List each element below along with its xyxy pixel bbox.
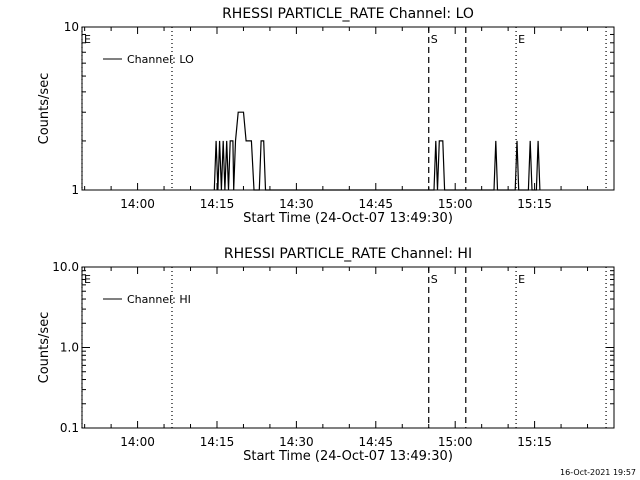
legend-label: Channel: LO xyxy=(127,53,194,66)
series-line xyxy=(213,111,541,191)
x-tick-label: 14:45 xyxy=(358,197,393,211)
x-axis-label: Start Time (24-Oct-07 13:49:30) xyxy=(243,211,453,226)
y-tick-label: 10 xyxy=(64,20,79,34)
x-tick-label: 14:45 xyxy=(358,435,393,449)
plot-frame xyxy=(81,266,615,429)
event-marker-label: E xyxy=(518,33,525,46)
x-tick-label: 14:15 xyxy=(200,435,235,449)
y-axis-label: Counts/sec xyxy=(37,312,52,384)
plot-frame xyxy=(81,26,615,191)
chart-title: RHESSI PARTICLE_RATE Channel: LO xyxy=(222,6,474,22)
x-tick-label: 14:00 xyxy=(120,197,155,211)
y-tick-label: 10.0 xyxy=(52,260,79,274)
event-marker-label: E xyxy=(84,33,91,46)
event-marker-label: S xyxy=(431,33,438,46)
x-axis-label: Start Time (24-Oct-07 13:49:30) xyxy=(243,449,453,464)
chart-title: RHESSI PARTICLE_RATE Channel: HI xyxy=(224,246,472,262)
y-tick-label: 0.1 xyxy=(60,421,79,435)
y-tick-label: 1.0 xyxy=(60,341,79,355)
x-tick-label: 14:30 xyxy=(279,435,314,449)
y-tick-label: 1 xyxy=(71,183,79,197)
legend-label: Channel: HI xyxy=(127,293,191,306)
legend: Channel: HI xyxy=(103,293,191,306)
event-marker-label: S xyxy=(431,273,438,286)
legend: Channel: LO xyxy=(103,53,194,66)
x-tick-label: 15:00 xyxy=(438,197,473,211)
chart-panel-1: RHESSI PARTICLE_RATE Channel: HI 14:00 14:… xyxy=(37,246,615,464)
y-axis-label: Counts/sec xyxy=(37,73,52,145)
x-tick-label: 14:30 xyxy=(279,197,314,211)
chart-panel-0: RHESSI PARTICLE_RATE Channel: LO 14:00 14:… xyxy=(37,6,615,226)
x-tick-label: 15:00 xyxy=(438,435,473,449)
x-tick-label: 15:15 xyxy=(517,435,552,449)
x-tick-label: 14:00 xyxy=(120,435,155,449)
x-tick-label: 14:15 xyxy=(200,197,235,211)
x-tick-label: 15:15 xyxy=(517,197,552,211)
event-marker-label: E xyxy=(518,273,525,286)
footer-timestamp: 16-Oct-2021 19:57 xyxy=(560,468,636,477)
event-marker-label: E xyxy=(84,273,91,286)
